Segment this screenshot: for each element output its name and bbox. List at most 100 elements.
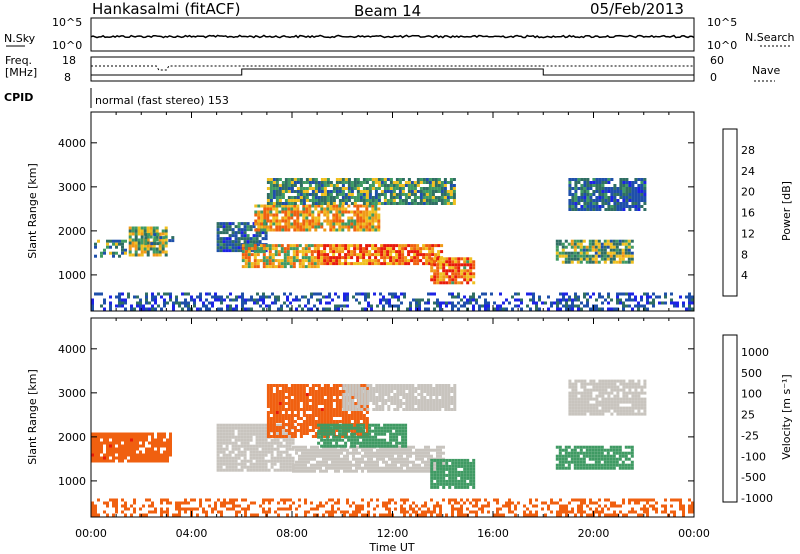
heatmap-cell xyxy=(338,250,342,254)
heatmap-cell xyxy=(258,231,262,235)
heatmap-cell xyxy=(152,229,156,233)
heatmap-cell xyxy=(295,448,298,452)
heatmap-cell xyxy=(580,199,584,202)
heatmap-cell xyxy=(592,208,596,211)
heatmap-cell xyxy=(121,447,124,451)
heatmap-cell xyxy=(582,254,586,258)
heatmap-cell xyxy=(153,233,157,237)
heatmap-cell xyxy=(346,292,349,296)
heatmap-cell xyxy=(450,387,454,390)
heatmap-cell xyxy=(160,459,163,463)
heatmap-cell xyxy=(398,193,402,196)
heatmap-cell xyxy=(314,202,318,205)
heatmap-cell xyxy=(299,196,303,199)
heatmap-cell xyxy=(367,463,370,467)
heatmap-cell xyxy=(271,259,275,263)
heatmap-cell xyxy=(243,237,247,241)
heatmap-cell xyxy=(332,390,336,393)
heatmap-cell xyxy=(269,190,273,193)
heatmap-cell xyxy=(237,249,241,253)
heatmap-cell xyxy=(609,454,613,458)
heatmap-cell xyxy=(586,304,589,308)
heatmap-cell xyxy=(275,178,279,181)
heatmap-cell xyxy=(406,445,409,449)
heatmap-cell xyxy=(112,459,115,463)
heatmap-cell xyxy=(416,250,420,254)
heatmap-cell xyxy=(579,445,583,449)
heatmap-cell xyxy=(100,292,103,296)
heatmap-cell xyxy=(355,457,358,461)
heatmap-cell xyxy=(392,187,396,190)
heatmap-cell xyxy=(332,184,336,187)
heatmap-cell xyxy=(244,256,248,260)
heatmap-cell xyxy=(343,457,346,461)
heatmap-cell xyxy=(350,444,354,448)
heatmap-cell xyxy=(472,298,475,302)
heatmap-cell xyxy=(559,292,562,296)
heatmap-cell xyxy=(160,438,163,442)
heatmap-cell xyxy=(137,226,141,230)
heatmap-cell xyxy=(323,432,327,436)
heatmap-cell xyxy=(570,451,574,455)
heatmap-cell xyxy=(317,396,321,399)
heatmap-cell xyxy=(346,454,349,458)
heatmap-cell xyxy=(591,454,595,458)
heatmap-cell xyxy=(272,213,276,217)
heatmap-cell xyxy=(643,202,647,205)
heatmap-cell xyxy=(394,292,397,296)
heatmap-cell xyxy=(580,301,583,305)
heatmap-cell xyxy=(290,402,294,405)
heatmap-cell xyxy=(424,445,427,449)
heatmap-cell xyxy=(214,298,217,302)
heatmap-cell xyxy=(351,402,355,405)
heatmap-cell xyxy=(452,190,456,193)
heatmap-cell xyxy=(359,384,363,387)
heatmap-cell xyxy=(270,438,274,442)
heatmap-cell xyxy=(359,414,363,417)
heatmap-cell xyxy=(244,301,247,305)
heatmap-cell xyxy=(387,399,391,402)
heatmap-cell xyxy=(637,202,641,205)
heatmap-cell xyxy=(360,396,364,399)
heatmap-cell xyxy=(413,187,417,190)
heatmap-cell xyxy=(356,414,360,417)
heatmap-cell xyxy=(341,225,345,229)
heatmap-cell xyxy=(396,402,400,405)
heatmap-cell xyxy=(259,298,262,302)
heatmap-cell xyxy=(163,435,166,439)
heatmap-cell xyxy=(284,178,288,181)
heatmap-cell xyxy=(261,435,265,439)
heatmap-cell xyxy=(272,396,276,399)
heatmap-cell xyxy=(362,429,366,433)
heatmap-cell xyxy=(237,231,241,235)
heatmap-cell xyxy=(359,411,363,414)
heatmap-cell xyxy=(161,232,165,236)
heatmap-cell xyxy=(158,247,162,251)
heatmap-cell xyxy=(442,263,446,267)
heatmap-cell xyxy=(392,262,396,266)
heatmap-cell xyxy=(598,205,602,208)
heatmap-cell xyxy=(377,250,381,254)
heatmap-cell xyxy=(262,244,266,248)
heatmap-cell xyxy=(302,219,306,223)
heatmap-cell xyxy=(228,438,232,442)
heatmap-cell xyxy=(344,259,348,263)
heatmap-cell xyxy=(437,196,441,199)
heatmap-cell xyxy=(573,251,577,255)
heatmap-cell xyxy=(406,307,409,311)
heatmap-cell xyxy=(298,466,301,470)
heatmap-cell xyxy=(288,456,292,460)
heatmap-cell xyxy=(371,181,375,184)
heatmap-cell xyxy=(273,459,277,463)
heatmap-cell xyxy=(451,257,455,261)
heatmap-cell xyxy=(106,444,109,448)
heatmap-cell xyxy=(362,256,366,260)
heatmap-cell xyxy=(293,228,297,232)
heatmap-cell xyxy=(601,301,604,305)
heatmap-cell xyxy=(128,229,132,233)
heatmap-cell xyxy=(588,454,592,458)
heatmap-cell xyxy=(100,444,103,448)
heatmap-cell xyxy=(415,463,418,467)
heatmap-cell xyxy=(341,420,345,423)
heatmap-cell xyxy=(403,463,406,467)
